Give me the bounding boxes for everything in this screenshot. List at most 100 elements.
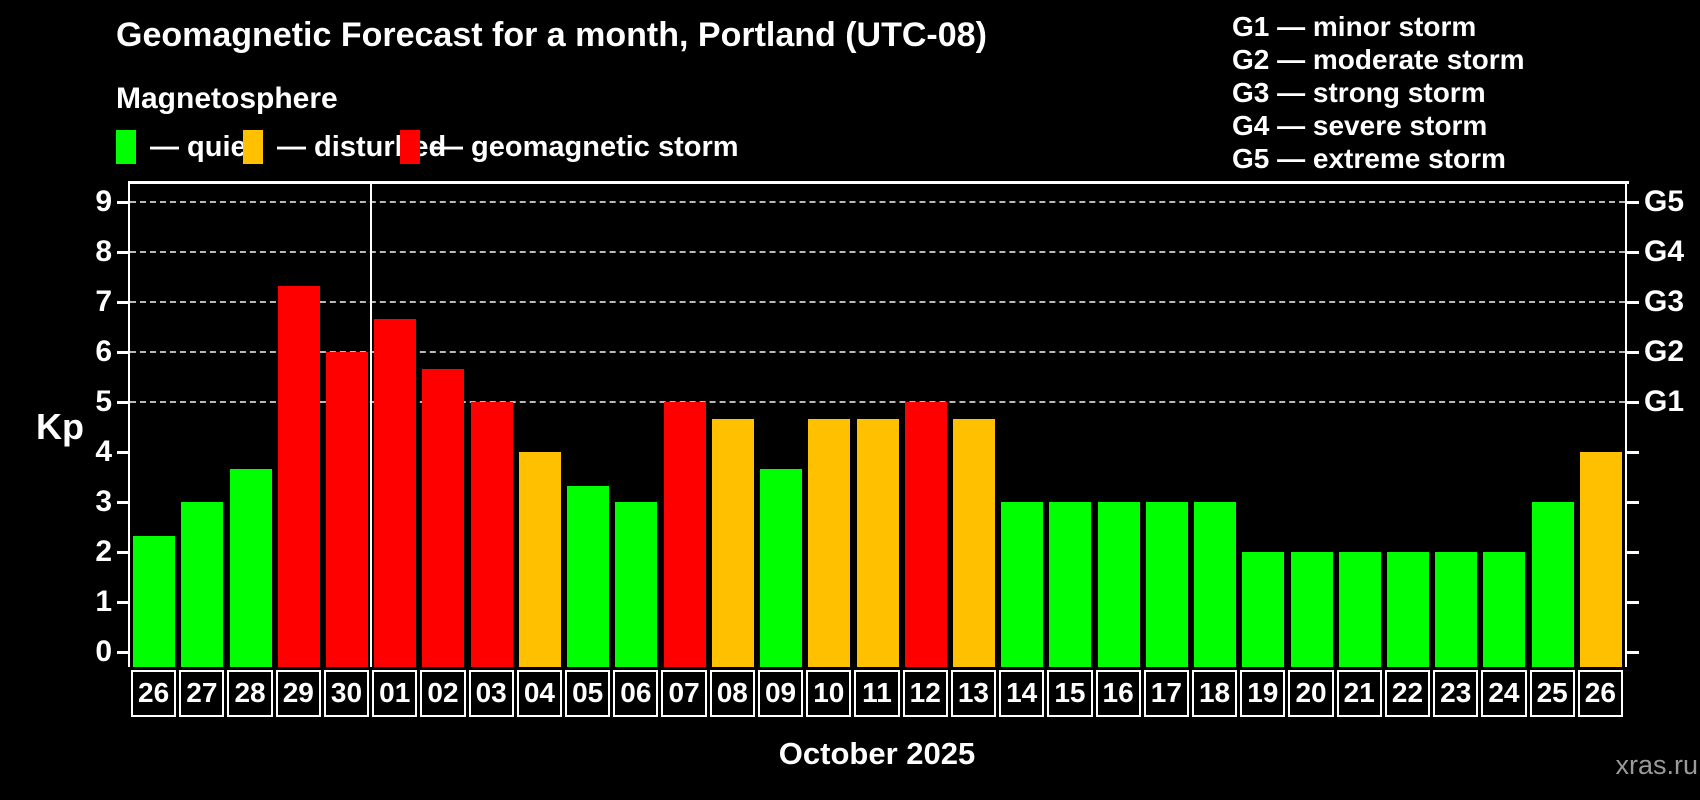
kp-bar-day-26 [133,535,176,667]
g2-legend-line: G2 — moderate storm [1232,44,1525,75]
day-label-day-15: 15 [1047,670,1093,717]
storm-swatch-icon [400,130,420,164]
kp-bar-day-15 [1049,502,1092,667]
y-axis-tick-left-6 [117,351,129,354]
kp-bar-day-30 [326,352,369,667]
day-label-day-14: 14 [999,670,1045,717]
kp-bar-day-16 [1097,502,1140,667]
day-label-day-13: 13 [950,670,997,717]
kp-bar-day-17 [1145,502,1188,667]
right-axis-label-g4: G4 [1644,235,1685,268]
legend-label-storm: — geomagnetic storm [434,130,739,163]
y-axis-tick-left-5 [117,401,129,404]
y-axis-tick-left-0 [117,651,129,654]
y-axis-tick-left-9 [117,201,129,204]
day-label-day-21: 21 [1336,670,1382,717]
gridline-kp5 [130,401,1625,403]
day-label-day-23: 23 [1433,670,1479,717]
kp-bar-day-19 [1242,552,1285,667]
kp-bar-day-10 [808,418,851,667]
kp-bar-day-23 [1435,552,1478,667]
day-label-day-29: 29 [275,670,321,717]
legend-item-quiet: — quiet [116,128,256,166]
y-axis-label-2: 2 [95,535,112,568]
g-scale-legend: G1 — minor storm G2 — moderate storm G3 … [1232,10,1525,175]
month-separator-line [370,184,373,667]
kp-bar-day-04 [518,452,561,667]
day-label-day-04: 04 [516,670,563,717]
right-axis-label-g3: G3 [1644,285,1685,318]
right-axis-label-g5: G5 [1644,185,1685,218]
day-label-day-18: 18 [1191,670,1238,717]
y-axis-tick-left-3 [117,501,129,504]
y-axis-label-0: 0 [95,635,112,668]
gridline-kp7 [130,301,1625,303]
kp-bar-day-14 [1001,502,1044,667]
kp-bar-day-20 [1290,552,1333,667]
y-axis-tick-right-2 [1627,551,1639,554]
day-label-day-26: 26 [131,670,177,717]
y-axis-title: Kp [36,406,84,447]
day-label-day-20: 20 [1288,670,1334,717]
kp-bar-day-26 [1579,452,1622,667]
kp-bar-day-11 [856,418,899,667]
y-axis-label-7: 7 [95,285,112,318]
day-label-day-11: 11 [854,670,900,717]
y-axis-tick-right-7 [1627,301,1639,304]
watermark: xras.ru [1615,750,1698,780]
day-label-day-08: 08 [709,670,755,717]
kp-bar-day-06 [615,502,658,667]
plot-border-right [1625,184,1627,667]
g5-legend-line: G5 — extreme storm [1232,143,1506,174]
y-axis-tick-right-4 [1627,451,1639,454]
y-axis-label-4: 4 [95,435,112,468]
y-axis-tick-left-1 [117,601,129,604]
y-axis-label-1: 1 [95,585,112,618]
y-axis-tick-left-2 [117,551,129,554]
g3-legend-line: G3 — strong storm [1232,77,1486,108]
gridline-kp9 [130,201,1625,203]
y-axis-tick-right-6 [1627,351,1639,354]
gridline-kp8 [130,251,1625,253]
day-label-day-19: 19 [1240,670,1286,717]
y-axis-tick-right-1 [1627,601,1639,604]
kp-bar-day-27 [181,502,224,667]
quiet-swatch-icon [116,130,136,164]
kp-bar-day-25 [1531,502,1574,667]
day-label-day-12: 12 [902,670,948,717]
y-axis-tick-right-5 [1627,401,1639,404]
legend-item-storm: — geomagnetic storm [400,128,739,166]
gridline-kp6 [130,351,1625,353]
y-axis-tick-left-7 [117,301,129,304]
y-axis-tick-right-3 [1627,501,1639,504]
day-label-day-24: 24 [1481,670,1527,717]
y-axis-label-8: 8 [95,235,112,268]
y-axis-tick-left-8 [117,251,129,254]
y-axis-tick-left-4 [117,451,129,454]
right-axis-label-g1: G1 [1644,385,1685,418]
y-axis-tick-right-0 [1627,651,1639,654]
day-label-day-03: 03 [468,670,514,717]
y-axis-label-9: 9 [95,185,112,218]
y-axis-tick-right-9 [1627,201,1639,204]
kp-bar-day-22 [1386,552,1429,667]
kp-bar-day-24 [1483,552,1526,667]
g1-legend-line: G1 — minor storm [1232,11,1477,42]
day-label-day-10: 10 [806,670,852,717]
day-label-day-25: 25 [1529,670,1575,717]
day-label-day-02: 02 [420,670,466,717]
chart-subtitle: Magnetosphere [116,82,338,115]
kp-bar-day-05 [567,485,610,667]
day-label-day-26: 26 [1577,670,1623,717]
day-label-day-01: 01 [372,670,418,717]
plot-border-top [128,181,1629,184]
g4-legend-line: G4 — severe storm [1232,110,1488,141]
kp-bar-day-08 [711,418,754,667]
kp-bar-day-18 [1194,502,1237,667]
kp-bar-day-07 [663,402,706,667]
y-axis-label-5: 5 [95,385,112,418]
plot-border-left [128,184,130,667]
kp-bar-day-01 [374,318,417,667]
kp-bar-day-28 [229,468,272,667]
